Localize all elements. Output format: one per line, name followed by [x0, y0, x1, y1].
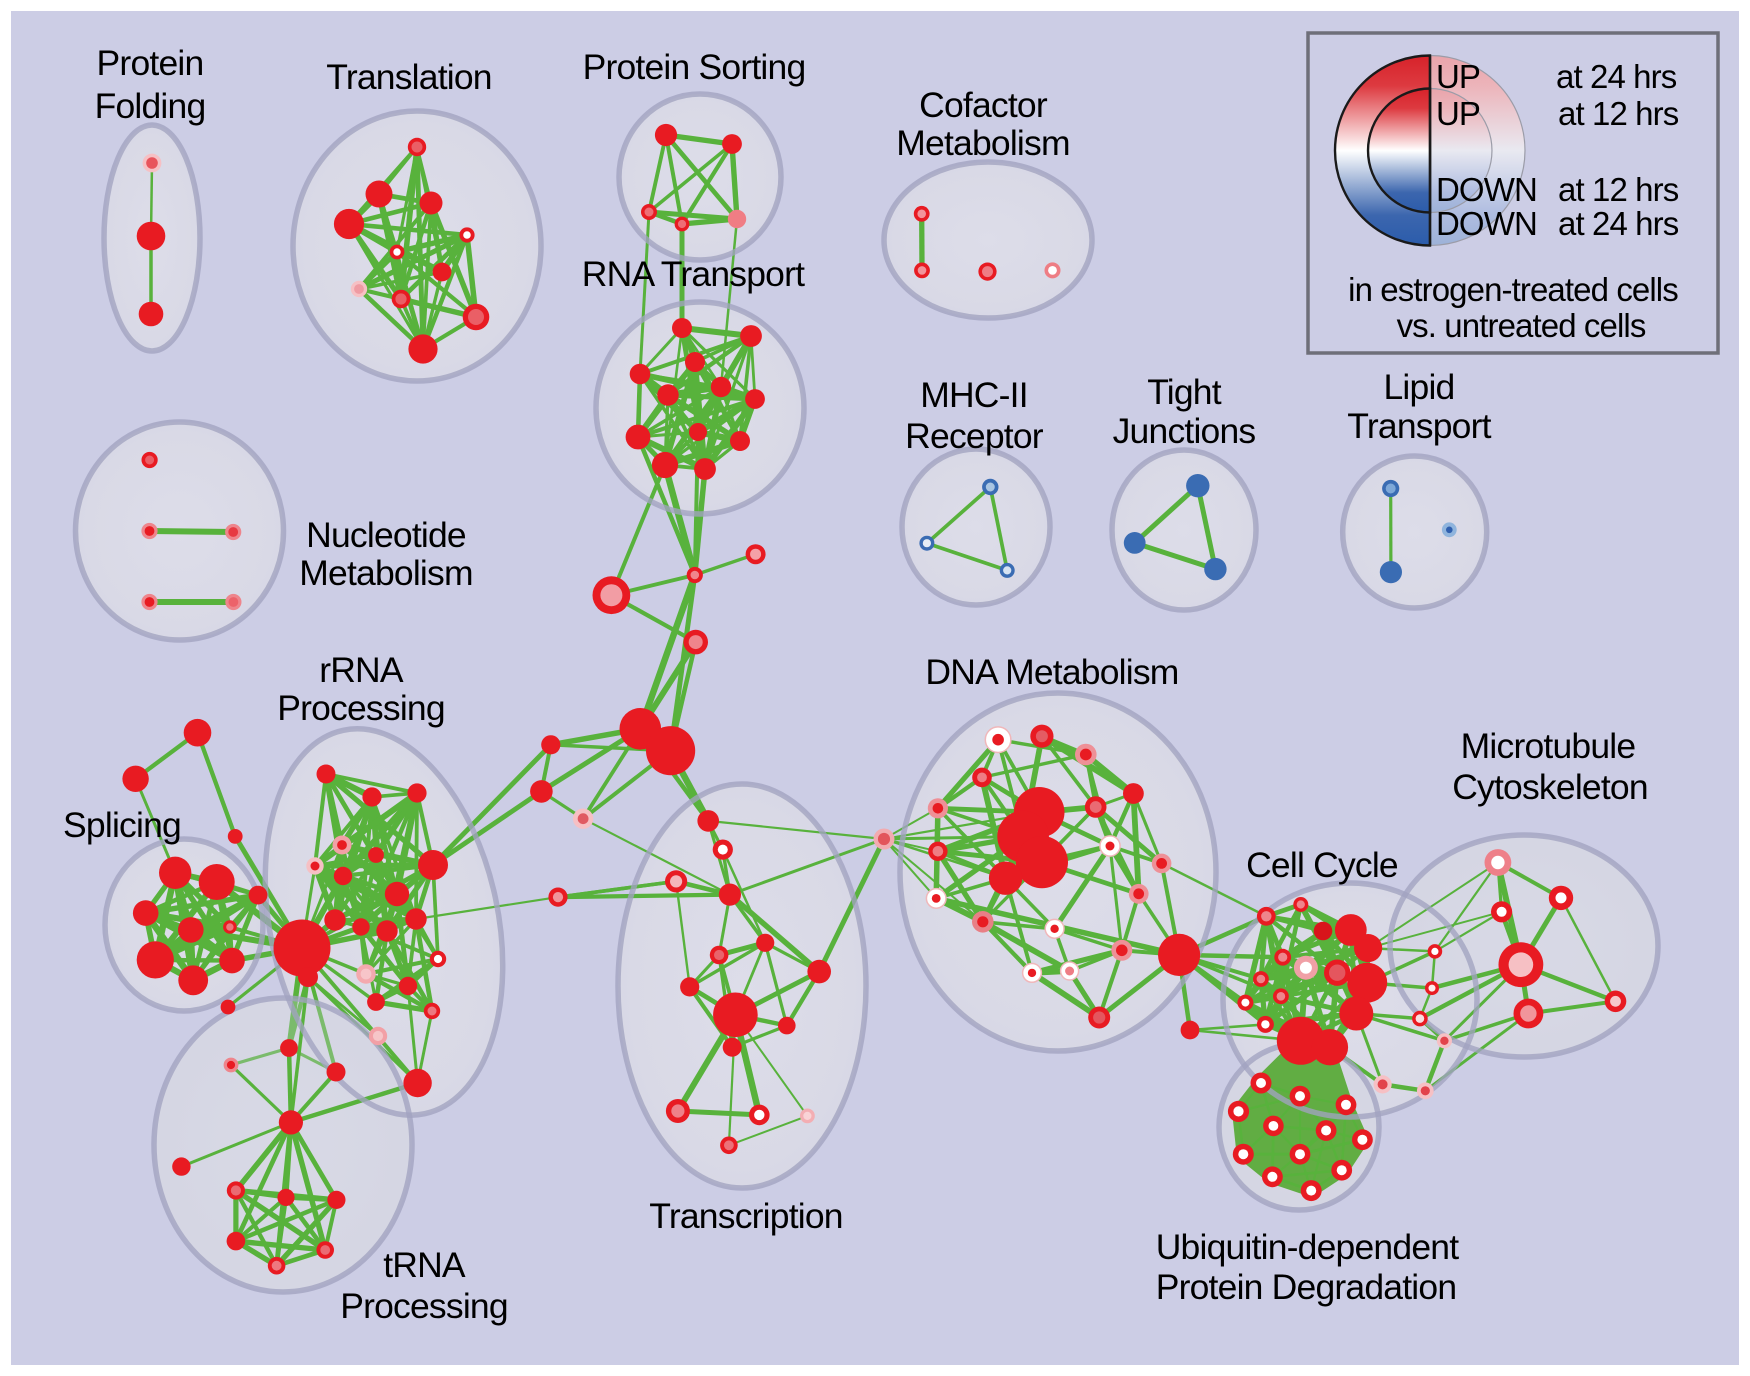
svg-text:at 24 hrs: at 24 hrs: [1558, 205, 1679, 242]
svg-text:RNA Transport: RNA Transport: [582, 254, 805, 294]
svg-text:Translation: Translation: [326, 57, 492, 97]
svg-text:Cofactor: Cofactor: [919, 85, 1048, 125]
svg-text:Metabolism: Metabolism: [896, 123, 1070, 163]
svg-text:at 12 hrs: at 12 hrs: [1558, 171, 1679, 208]
svg-text:Processing: Processing: [340, 1286, 508, 1326]
svg-text:UP: UP: [1436, 95, 1480, 132]
svg-text:UP: UP: [1436, 58, 1480, 95]
svg-text:Processing: Processing: [277, 688, 445, 728]
svg-text:Tight: Tight: [1147, 372, 1222, 412]
svg-text:Splicing: Splicing: [63, 805, 181, 845]
svg-text:Folding: Folding: [95, 86, 206, 126]
svg-text:Receptor: Receptor: [905, 416, 1044, 456]
svg-text:Protein Sorting: Protein Sorting: [583, 47, 806, 87]
svg-text:Lipid: Lipid: [1383, 367, 1454, 407]
svg-text:Microtubule: Microtubule: [1461, 726, 1636, 766]
svg-text:Ubiquitin-dependent: Ubiquitin-dependent: [1156, 1227, 1460, 1267]
svg-text:rRNA: rRNA: [319, 650, 404, 690]
svg-text:DOWN: DOWN: [1436, 171, 1537, 208]
svg-text:in estrogen-treated cells: in estrogen-treated cells: [1348, 271, 1678, 308]
svg-text:Junctions: Junctions: [1113, 411, 1256, 451]
svg-text:DOWN: DOWN: [1436, 205, 1537, 242]
svg-text:Cytoskeleton: Cytoskeleton: [1452, 767, 1648, 807]
svg-text:Nucleotide: Nucleotide: [306, 515, 466, 555]
svg-text:Transcription: Transcription: [649, 1196, 842, 1236]
svg-text:Protein: Protein: [97, 43, 204, 83]
svg-text:Cell Cycle: Cell Cycle: [1246, 845, 1398, 885]
svg-text:at 24 hrs: at 24 hrs: [1556, 58, 1677, 95]
svg-text:tRNA: tRNA: [383, 1245, 466, 1285]
svg-text:Protein Degradation: Protein Degradation: [1156, 1267, 1457, 1307]
svg-text:vs. untreated cells: vs. untreated cells: [1397, 307, 1646, 344]
svg-text:Metabolism: Metabolism: [299, 553, 473, 593]
svg-text:Transport: Transport: [1347, 406, 1491, 446]
svg-text:MHC-II: MHC-II: [920, 375, 1028, 415]
svg-text:DNA Metabolism: DNA Metabolism: [925, 652, 1178, 692]
svg-text:at 12 hrs: at 12 hrs: [1558, 95, 1679, 132]
